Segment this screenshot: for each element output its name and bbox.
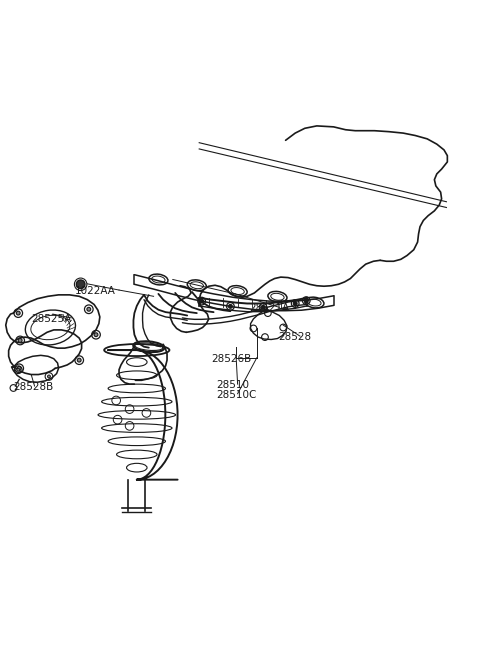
Circle shape <box>200 299 204 303</box>
Circle shape <box>18 339 22 343</box>
Circle shape <box>77 358 81 362</box>
Text: 28510C: 28510C <box>216 390 256 400</box>
Circle shape <box>17 368 20 371</box>
Circle shape <box>293 301 297 305</box>
Text: 1022AA: 1022AA <box>74 286 115 297</box>
Text: 28521A: 28521A <box>250 303 290 313</box>
Circle shape <box>94 333 98 337</box>
Circle shape <box>48 375 50 378</box>
Circle shape <box>304 299 308 303</box>
Text: 28526B: 28526B <box>211 354 252 364</box>
Text: 28528: 28528 <box>278 332 312 342</box>
Text: 28510: 28510 <box>216 380 249 390</box>
Circle shape <box>17 366 21 370</box>
Circle shape <box>76 280 85 289</box>
Circle shape <box>261 305 265 309</box>
Circle shape <box>16 311 20 315</box>
Text: 28525A: 28525A <box>31 314 72 324</box>
Text: 28528B: 28528B <box>13 383 54 392</box>
Circle shape <box>228 305 232 309</box>
Circle shape <box>87 307 91 311</box>
